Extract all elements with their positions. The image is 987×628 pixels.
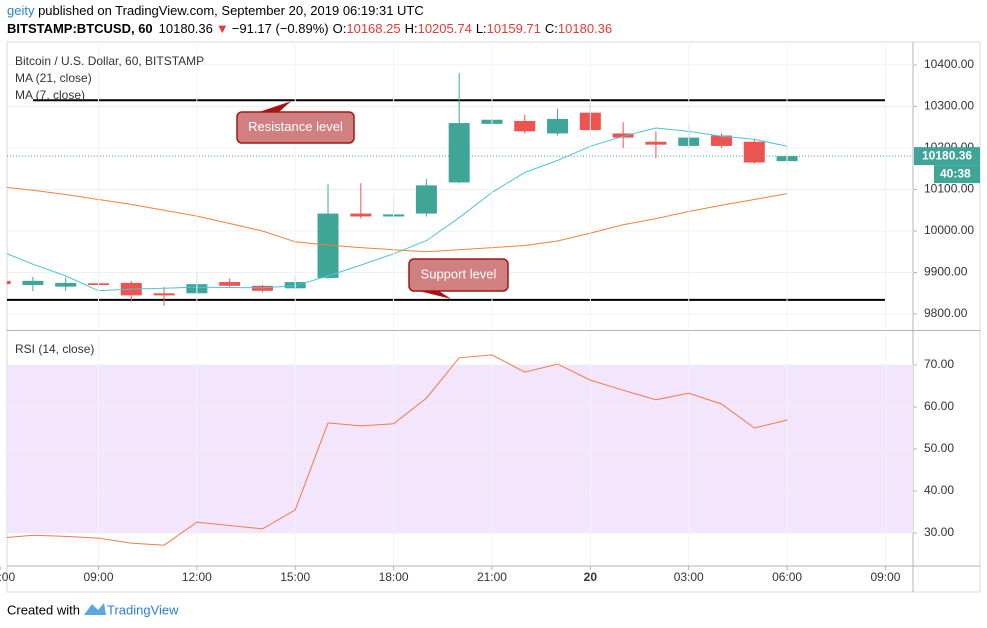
frame [6,41,981,593]
footer-text: Created with [7,602,80,617]
last-price-label: 10180.36 [922,148,972,162]
y-tick-label: 40.00 [924,483,954,497]
rsi-line [7,354,788,546]
countdown-label: 40:38 [940,166,971,180]
y-tick-label: 10000.00 [924,223,974,237]
candle-body [514,120,536,132]
y-tick-label: 60.00 [924,399,954,413]
candle-body [711,135,732,146]
legend-entry: MA (7, close) [15,88,85,102]
axes: 9800.009900.0010000.0010100.0010200.0010… [913,57,974,539]
published: published on TradingView.com, September … [34,3,423,18]
header-line: geity published on TradingView.com, Sept… [7,3,424,18]
candle-body [612,133,634,138]
symbol-line: BITSTAMP:BTCUSD, 60 10180.36 ▼ −91.17 (−0.8… [7,21,612,36]
time-axis: 06:00 09:00 12:00 15:00 18:00 21:00 20 03:00 06:… [0,566,901,584]
price-pane [7,45,913,329]
x-tick-label: 21:00 [477,570,507,584]
callout-pointer [419,291,451,299]
x-tick-label: 20 [584,570,598,584]
ohlc-label: C: [545,21,558,36]
candle-body [153,293,175,296]
countdown-tag [934,165,980,184]
callout-box [408,258,509,292]
direction: ▼ [216,21,229,36]
ohlc-label: H: [405,21,418,36]
overlay: Resistance level Support level 10180.36 40:… [236,101,980,299]
symbol: BITSTAMP:BTCUSD, 60 [7,21,153,36]
candle-body [547,118,569,134]
candle-body [645,141,667,145]
rsi-pane [7,333,913,565]
y-tick-label: 70.00 [924,357,954,371]
callout-pointer [259,101,291,112]
y-tick-label: 10300.00 [924,99,974,113]
callout-label: Support level [421,266,497,281]
ohlc-value: 10168.25 [346,21,400,36]
legend-entry: MA (21, close) [15,71,92,85]
last: 10180.36 [159,21,213,36]
y-tick-label: 9900.00 [924,265,968,279]
candle-body [350,213,372,217]
candle-body [448,123,470,183]
x-tick-label: 12:00 [182,570,212,584]
footer-brand[interactable]: TradingView [107,602,179,617]
y-tick-label: 10400.00 [924,57,974,71]
legend-entry: RSI (14, close) [15,342,94,356]
x-tick-label: 18:00 [379,570,409,584]
ohlc-value: 10180.36 [558,21,612,36]
callout-box [236,111,355,144]
x-tick-label: 09:00 [870,570,900,584]
ohlc-label: L: [476,21,487,36]
x-tick-label: 09:00 [83,570,113,584]
author[interactable]: geity [7,3,35,18]
callout-label: Resistance level [248,119,343,134]
y-tick-label: 10100.00 [924,182,974,196]
x-tick-label: 06:00 [772,570,802,584]
candle-body [219,282,241,286]
y-tick-label: 50.00 [924,441,954,455]
candle-body [22,280,44,285]
change: −91.17 (−0.89%) [232,21,329,36]
x-tick-label: 06:00 [0,570,15,584]
candle-body [415,185,437,214]
x-tick-label: 03:00 [674,570,704,584]
y-tick-label: 9800.00 [924,306,968,320]
candle-body [55,282,77,287]
candle-body [7,280,11,285]
candle-body [317,213,339,278]
x-tick-label: 15:00 [280,570,310,584]
pane-title: Bitcoin / U.S. Dollar, 60, BITSTAMP [15,54,204,68]
y-tick-label: 30.00 [924,525,954,539]
logo [84,603,106,615]
last-price-tag [914,147,980,166]
ohlc-value: 10159.71 [487,21,541,36]
ohlc-label: O: [333,21,347,36]
ohlc-value: 10205.74 [418,21,472,36]
candle-body [743,141,765,163]
